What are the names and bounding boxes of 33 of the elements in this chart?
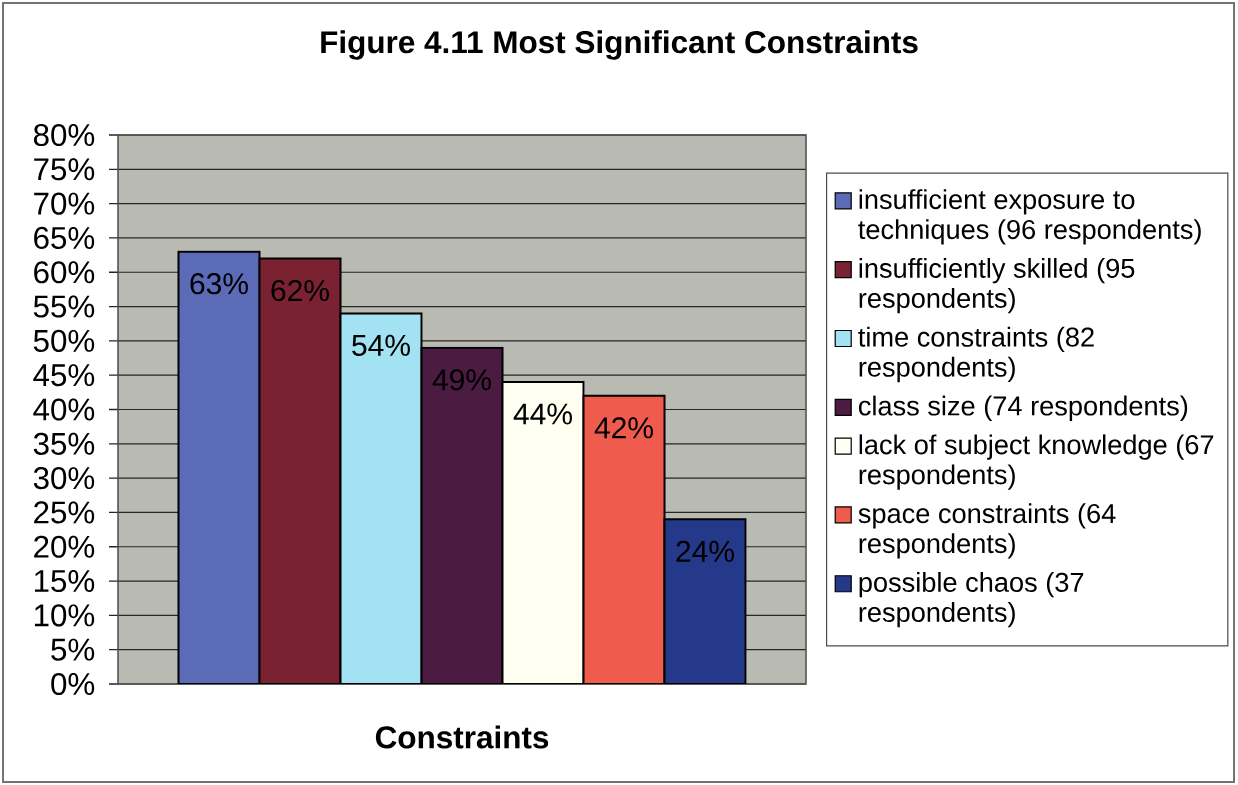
y-tick-label: 20% xyxy=(34,535,95,558)
y-tick-label: 80% xyxy=(33,123,95,147)
y-tick-label: 45% xyxy=(33,364,95,387)
x-axis-title: Constraints xyxy=(375,725,549,749)
data-label: 62% xyxy=(271,279,329,302)
legend-label: possible chaos (37 respondents) xyxy=(859,572,1084,628)
y-tick-label: 5% xyxy=(51,638,95,661)
y-tick-label: 65% xyxy=(34,226,95,250)
y-tick-label: 40% xyxy=(33,398,95,421)
legend-label: insufficient exposure to techniques (96 respondents) xyxy=(858,189,1201,245)
legend-label: time constraints (82 respondents) xyxy=(858,326,1094,383)
y-tick-label: 55% xyxy=(33,295,95,318)
y-tick-label: 30% xyxy=(33,467,95,490)
y-tick-label: 60% xyxy=(34,261,95,284)
y-tick-label: 35% xyxy=(33,432,95,455)
data-label: 42% xyxy=(594,417,653,439)
y-tick-label: 70% xyxy=(34,192,95,215)
legend-label: space constraints (64 respondents) xyxy=(858,503,1116,559)
chart-title: Figure 4.11 Most Significant Constraints xyxy=(321,30,918,60)
data-label: 63% xyxy=(190,273,248,295)
legend-label: class size (74 respondents) xyxy=(858,395,1188,421)
y-tick-label: 0% xyxy=(51,672,95,696)
y-tick-label: 75% xyxy=(34,158,95,181)
data-label: 49% xyxy=(432,369,491,391)
y-tick-label: 15% xyxy=(34,570,95,593)
data-label: 54% xyxy=(352,334,410,356)
legend-label: insufficiently skilled (95 respondents) xyxy=(859,257,1135,314)
y-tick-label: 10% xyxy=(34,604,95,627)
data-label: 44% xyxy=(513,403,572,425)
y-tick-label: 50% xyxy=(33,329,95,352)
data-label: 24% xyxy=(676,540,734,562)
y-tick-label: 25% xyxy=(34,501,95,524)
legend-label: lack of subject knowledge (67 respondents) xyxy=(859,434,1214,490)
